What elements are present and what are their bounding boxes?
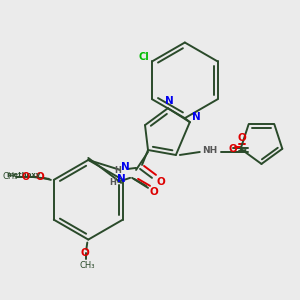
Text: N: N	[121, 162, 130, 172]
Text: O: O	[150, 187, 158, 197]
Text: O: O	[237, 133, 246, 143]
Text: Cl: Cl	[139, 52, 149, 62]
Text: CH₃: CH₃	[2, 172, 18, 182]
Text: CH₃: CH₃	[80, 261, 95, 270]
Text: H: H	[110, 178, 117, 187]
Text: O: O	[81, 248, 90, 257]
Text: O: O	[35, 172, 44, 182]
Text: NH: NH	[202, 146, 217, 154]
Text: O: O	[157, 177, 165, 187]
Text: O: O	[22, 172, 30, 182]
Text: N: N	[117, 174, 125, 184]
Text: O: O	[228, 144, 237, 154]
Text: H: H	[115, 167, 122, 176]
Text: N: N	[164, 96, 173, 106]
Text: methoxy: methoxy	[7, 172, 41, 178]
Text: N: N	[192, 112, 201, 122]
